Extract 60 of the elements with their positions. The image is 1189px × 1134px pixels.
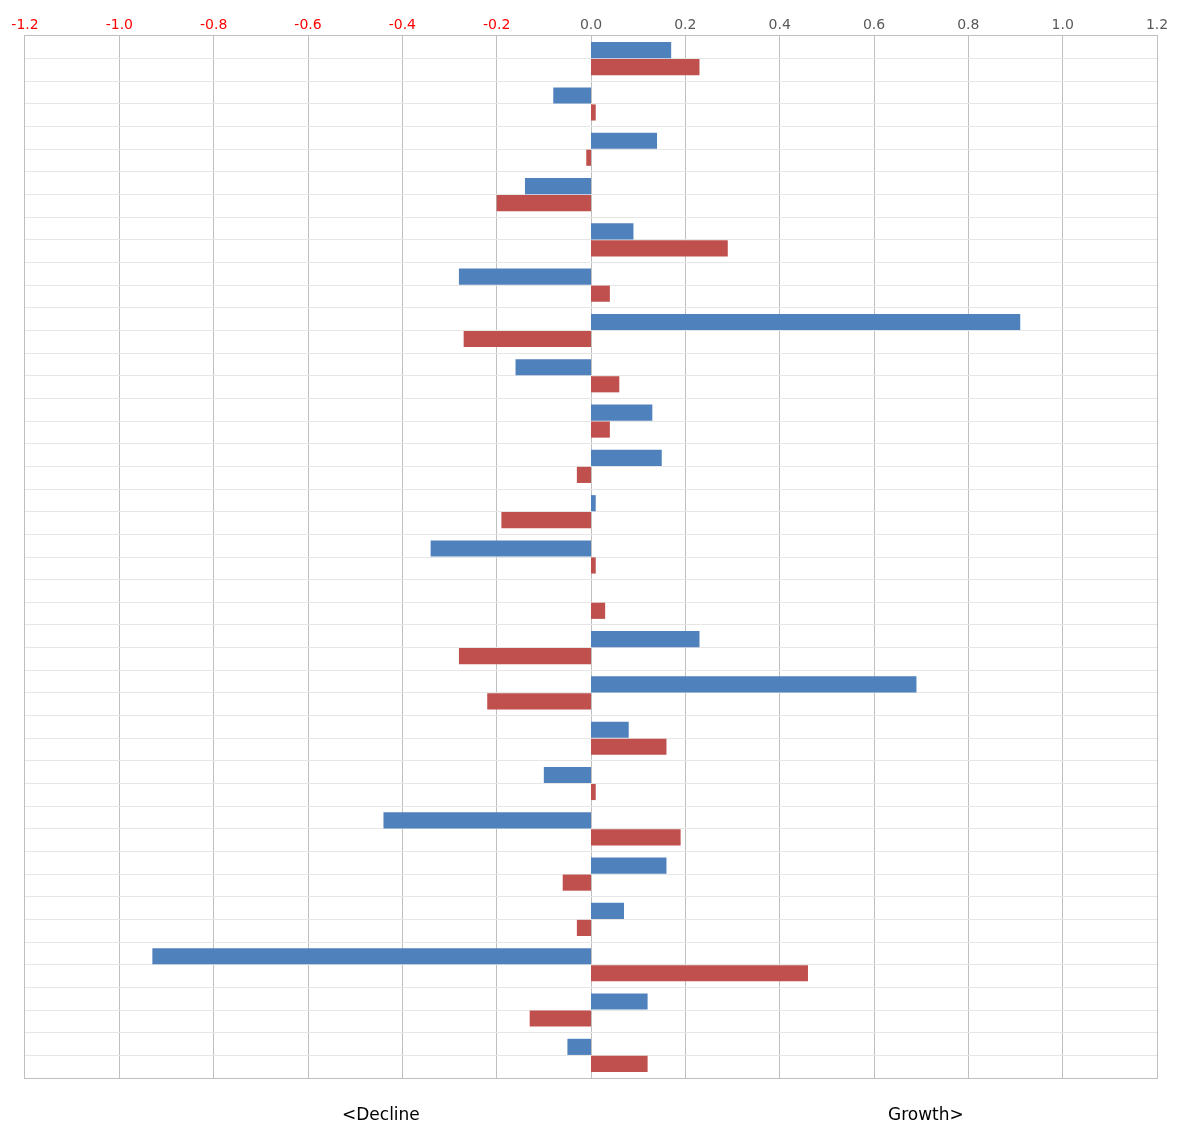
bar <box>543 766 591 784</box>
bar <box>487 693 591 710</box>
bar <box>591 631 700 648</box>
bar <box>515 359 591 376</box>
bar <box>496 194 591 212</box>
x-tick-label: -0.2 <box>483 16 511 33</box>
x-tick-label: -0.8 <box>200 16 228 33</box>
x-tick-label: 1.2 <box>1145 16 1169 33</box>
bar <box>591 902 625 920</box>
bar <box>591 404 653 421</box>
bar <box>591 993 648 1010</box>
bar <box>458 648 591 665</box>
bar <box>591 132 658 149</box>
bar <box>591 495 596 512</box>
bar <box>553 87 591 104</box>
bar <box>458 268 591 285</box>
x-tick-label: 1.0 <box>1051 16 1074 33</box>
bar <box>567 1038 591 1055</box>
bar <box>501 512 591 529</box>
bar <box>524 178 591 195</box>
x-tick-label: -1.2 <box>11 16 39 33</box>
bar <box>383 812 591 829</box>
x-tick-label: -1.0 <box>105 16 133 33</box>
bar <box>591 965 808 982</box>
bar <box>576 919 591 936</box>
bar <box>591 676 917 693</box>
bar <box>591 557 596 574</box>
bar <box>591 857 667 874</box>
bar <box>591 829 681 846</box>
x-tick-label: 0.2 <box>674 16 697 33</box>
bar <box>591 313 1021 331</box>
bar <box>591 783 596 801</box>
bar <box>591 602 606 619</box>
bar <box>562 874 591 891</box>
x-tick-label: 0.0 <box>579 16 603 33</box>
x-tick-label: -0.6 <box>294 16 322 33</box>
x-tick-label: 0.6 <box>862 16 886 33</box>
bar <box>591 738 667 755</box>
bar <box>591 59 700 76</box>
bar <box>591 449 662 466</box>
bar <box>529 1010 591 1027</box>
bar <box>430 540 591 557</box>
bar <box>576 466 591 483</box>
x-tick-label: -0.4 <box>388 16 417 33</box>
bar <box>463 330 591 348</box>
bar <box>591 223 634 240</box>
text: Growth> <box>888 1104 964 1124</box>
x-tick-label: 0.4 <box>768 16 791 33</box>
bar <box>591 421 610 438</box>
x-tick-label: 0.8 <box>957 16 980 33</box>
bar <box>591 285 610 302</box>
bar <box>591 721 629 738</box>
text: <Decline <box>342 1104 420 1124</box>
bar <box>152 948 591 965</box>
bar <box>591 104 596 121</box>
bar <box>591 1055 648 1072</box>
bar <box>591 240 728 257</box>
bar <box>591 376 620 393</box>
bar <box>591 42 672 59</box>
bar <box>586 149 591 166</box>
